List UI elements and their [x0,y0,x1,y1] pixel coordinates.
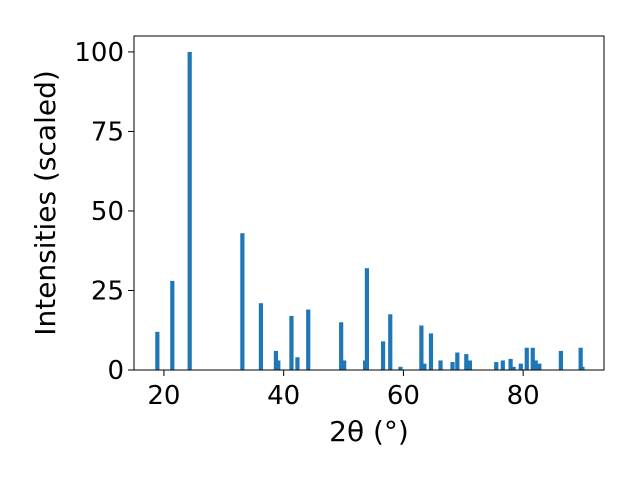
bar [258,303,264,370]
bar [464,354,469,370]
bar [508,358,513,370]
bar [388,314,393,370]
bar [295,357,300,370]
bar [450,362,455,370]
y-tick-label: 25 [91,276,124,306]
bar [422,363,427,370]
x-tick-label: 20 [147,381,180,411]
bar [398,366,403,370]
y-axis-label: Intensities (scaled) [29,70,62,336]
bar [276,360,281,370]
bar-series [155,51,585,371]
bar [533,360,538,370]
y-tick-label: 50 [91,197,124,227]
bar [578,347,583,370]
x-tick-label: 60 [387,381,420,411]
bar [530,347,535,370]
bar [419,325,424,370]
bar [380,341,386,370]
x-axis-label: 2θ (°) [329,415,409,448]
bar [364,268,369,370]
bar [524,347,529,370]
y-axis-ticks: 0 25 50 75 100 [74,38,134,386]
bar [339,322,344,370]
bar [170,280,175,370]
bar [155,331,160,370]
bar [455,352,460,370]
y-tick-label: 100 [74,38,124,68]
bar [306,309,311,370]
x-axis-ticks: 20 40 60 80 [147,370,540,411]
bar [511,366,516,370]
bar [537,363,542,370]
bar [580,366,585,370]
bar [518,363,523,370]
y-tick-label: 75 [91,117,124,147]
bar [500,360,505,370]
plot-frame [133,35,605,371]
bar [187,51,192,371]
bar [289,315,294,370]
bar [273,350,278,370]
bar [558,350,563,370]
bar [428,333,434,370]
bar [494,362,499,370]
bar [438,360,443,370]
bar [342,360,347,370]
x-tick-label: 40 [267,381,300,411]
x-tick-label: 80 [507,381,540,411]
bar [240,233,245,370]
y-tick-label: 0 [107,356,124,386]
bar [467,360,472,370]
